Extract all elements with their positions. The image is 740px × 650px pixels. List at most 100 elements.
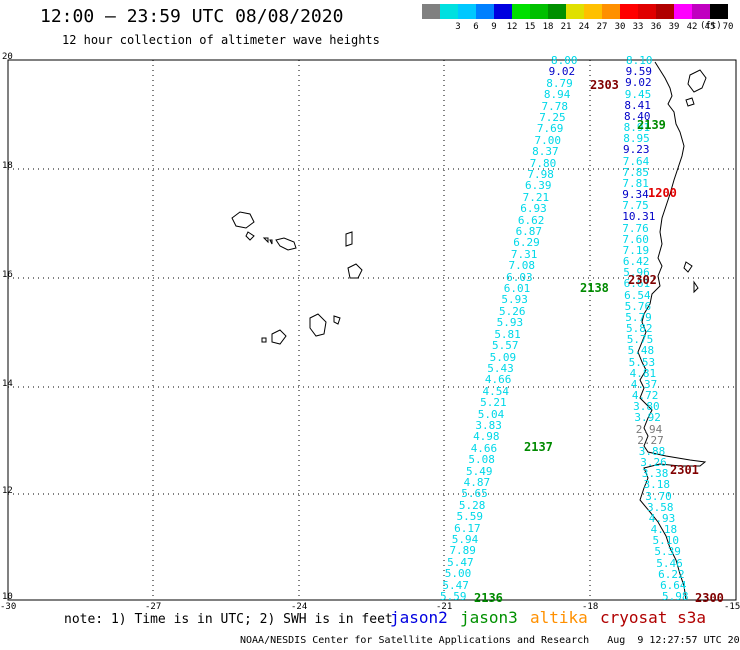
scale-swatch [710,4,728,19]
swh-value: 6.01 [503,282,531,296]
swh-value: 8.94 [543,88,571,102]
scale-swatch [620,4,638,19]
cape-verde-boa-vista [347,263,363,279]
map-title: 12:00 – 23:59 UTC 08/08/2020 [40,6,344,27]
swh-value: 7.75 [622,199,649,213]
swh-value: 2.94 [635,422,663,436]
coastline [231,61,707,601]
longitude-label: -21 [436,602,453,612]
swh-value: 5.08 [468,453,495,467]
pass-time: 2139 [637,118,666,132]
scale-label: 39 [668,22,680,32]
latitude-label: 12 [2,486,13,496]
scale-label: 18 [542,22,554,32]
swh-value: 7.85 [622,165,650,179]
swh-value: 4.93 [648,511,676,525]
scale-unit: (ft) [700,21,722,31]
legend-jason3: jason3 [460,608,518,627]
swh-value: 5.57 [491,339,519,353]
scale-swatch [674,4,692,19]
map-frame [7,59,737,601]
bijagos-island [693,280,699,294]
longitude-label: -18 [582,602,599,612]
swh-value: 5.75 [626,333,654,347]
swh-value: 5.98 [662,590,689,603]
swh-value: 7.80 [529,156,557,170]
latitude-label: 18 [2,161,13,171]
swh-value: 7.21 [522,190,550,204]
swh-value: 6.39 [525,179,552,193]
swh-value: 6.64 [660,578,687,592]
swh-value: 5.47 [442,578,469,592]
canary-island [685,97,695,107]
swh-value: 8.41 [624,98,651,112]
scale-swatch [656,4,674,19]
swh-value: 3.58 [647,500,674,514]
pass-time: 2303 [590,78,619,92]
legend-altika: altika [530,608,588,627]
cape-verde-brava [261,337,267,343]
swh-value: 10.31 [622,210,656,224]
scale-swatch [602,4,620,19]
scale-swatch [494,4,512,19]
cape-verde-santo-antao [231,211,255,229]
longitude-label: -27 [145,602,162,612]
scale-swatch [692,4,710,19]
swh-value: 4.18 [650,523,678,536]
swh-value: 5.04 [477,407,505,421]
swh-value: 7.69 [536,122,564,136]
scale-swatch [638,4,656,19]
swh-value: 3.18 [643,478,671,492]
swh-value: 8.40 [623,109,651,123]
scale-swatch [422,4,440,19]
scale-label: 42 [686,22,698,32]
swh-value: 4.54 [482,384,510,398]
swh-value: 5.09 [489,350,517,364]
cape-verde-maio [333,315,341,325]
swh-value: 4.66 [470,441,498,455]
scale-label: 70 [722,22,734,32]
swh-value: 3.38 [641,467,669,481]
swh-value: 5.65 [461,487,488,501]
map-subtitle: 12 hour collection of altimeter wave hei… [62,33,380,47]
swh-value: 7.81 [622,176,649,190]
swh-value: 4.72 [631,389,659,402]
scale-swatch [566,4,584,19]
scale-label: 30 [614,22,626,32]
cape-verde-santiago [309,313,327,337]
swh-value: 8.37 [532,145,559,159]
credit-line: NOAA/NESDIS Center for Satellite Applica… [240,635,740,646]
scale-swatch [458,4,476,19]
scale-label: 3 [455,22,461,32]
swh-value: 5.48 [627,344,655,358]
swh-value: 4.98 [473,430,500,444]
swh-value: 5.46 [656,556,683,570]
swh-value: 3.26 [640,456,667,469]
swh-value: 5.93 [496,316,524,330]
scale-label: 45 [704,22,716,32]
latitude-label: 16 [2,270,13,280]
swh-value: 6.29 [513,236,540,250]
swh-value: 5.79 [625,310,652,324]
swh-value: 7.31 [510,247,538,261]
pass-time: 2300 [695,591,724,605]
swh-value: 7.60 [622,232,649,246]
swh-value: 5.43 [487,361,514,375]
scale-label: 6 [473,22,479,32]
swh-value: 9.45 [624,87,652,101]
swh-value: 5.39 [654,545,681,559]
scale-label: 36 [650,22,662,32]
pass-time: 2137 [524,440,553,454]
swh-value: 5.28 [458,498,486,512]
swh-value: 6.62 [517,213,545,227]
swh-value: 5.59 [440,590,467,603]
pass-time: 2302 [628,273,657,287]
swh-value: 3.83 [475,418,502,432]
swh-value: 6.42 [622,255,650,268]
scale-swatch [584,4,602,19]
latitude-label: 10 [2,592,13,602]
swh-value: 9.02 [548,65,576,79]
swh-value: 4.87 [463,475,491,489]
swh-value: 5.94 [451,532,479,546]
